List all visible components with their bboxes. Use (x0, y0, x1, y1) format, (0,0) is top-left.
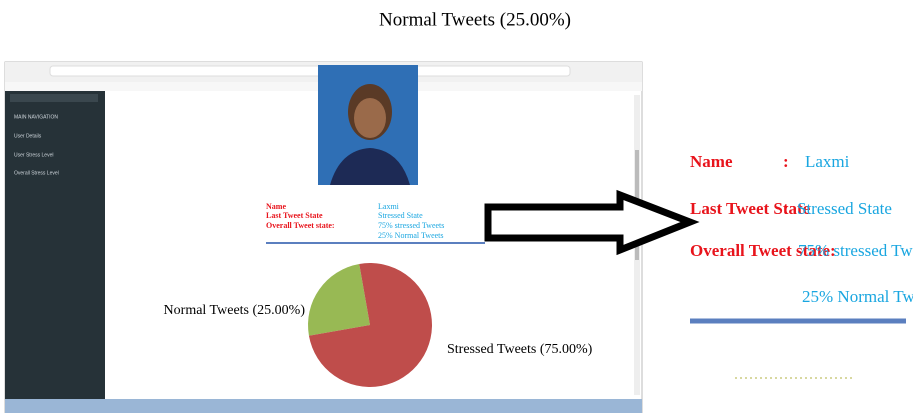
value: 75% stressed Tweets (378, 221, 444, 230)
profile-photo (318, 65, 418, 185)
sidebar-item[interactable]: User Stress Level (14, 152, 53, 158)
label: Overall Tweet state: (266, 221, 335, 230)
search-box[interactable] (10, 94, 98, 102)
page: Normal Tweets (25.00%) MAIN NAVIGATION U… (0, 0, 913, 413)
value: 25% Normal Tweets (378, 231, 444, 240)
label: Last Tweet State (690, 199, 811, 218)
profile-details: Name : Laxmi Last Tweet State : Stressed… (690, 152, 913, 378)
sidebar-item[interactable]: User Details (14, 133, 42, 139)
address-bar[interactable] (50, 66, 570, 76)
value: Stressed State (378, 211, 423, 220)
value: 75% stressed Tweets (798, 241, 913, 260)
taskbar (5, 399, 642, 413)
sidebar-item[interactable]: Overall Stress Level (14, 170, 59, 176)
value: 25% Normal Tweets (802, 287, 913, 306)
sidebar-heading: MAIN NAVIGATION (14, 114, 58, 120)
separator: : (783, 152, 789, 171)
value: Laxmi (378, 202, 400, 211)
value: Stressed State (797, 199, 892, 218)
value: Laxmi (805, 152, 850, 171)
separator: : (783, 199, 789, 218)
slice-label: Stressed Tweets (75.00%) (447, 342, 593, 357)
figure: Normal Tweets (25.00%) MAIN NAVIGATION U… (0, 0, 913, 413)
label: Name (690, 152, 733, 171)
label: Name (266, 202, 286, 211)
slice-label: Normal Tweets (25.00%) (164, 303, 306, 318)
figure-title: Normal Tweets (25.00%) (379, 9, 571, 30)
label: Last Tweet State (266, 211, 323, 220)
